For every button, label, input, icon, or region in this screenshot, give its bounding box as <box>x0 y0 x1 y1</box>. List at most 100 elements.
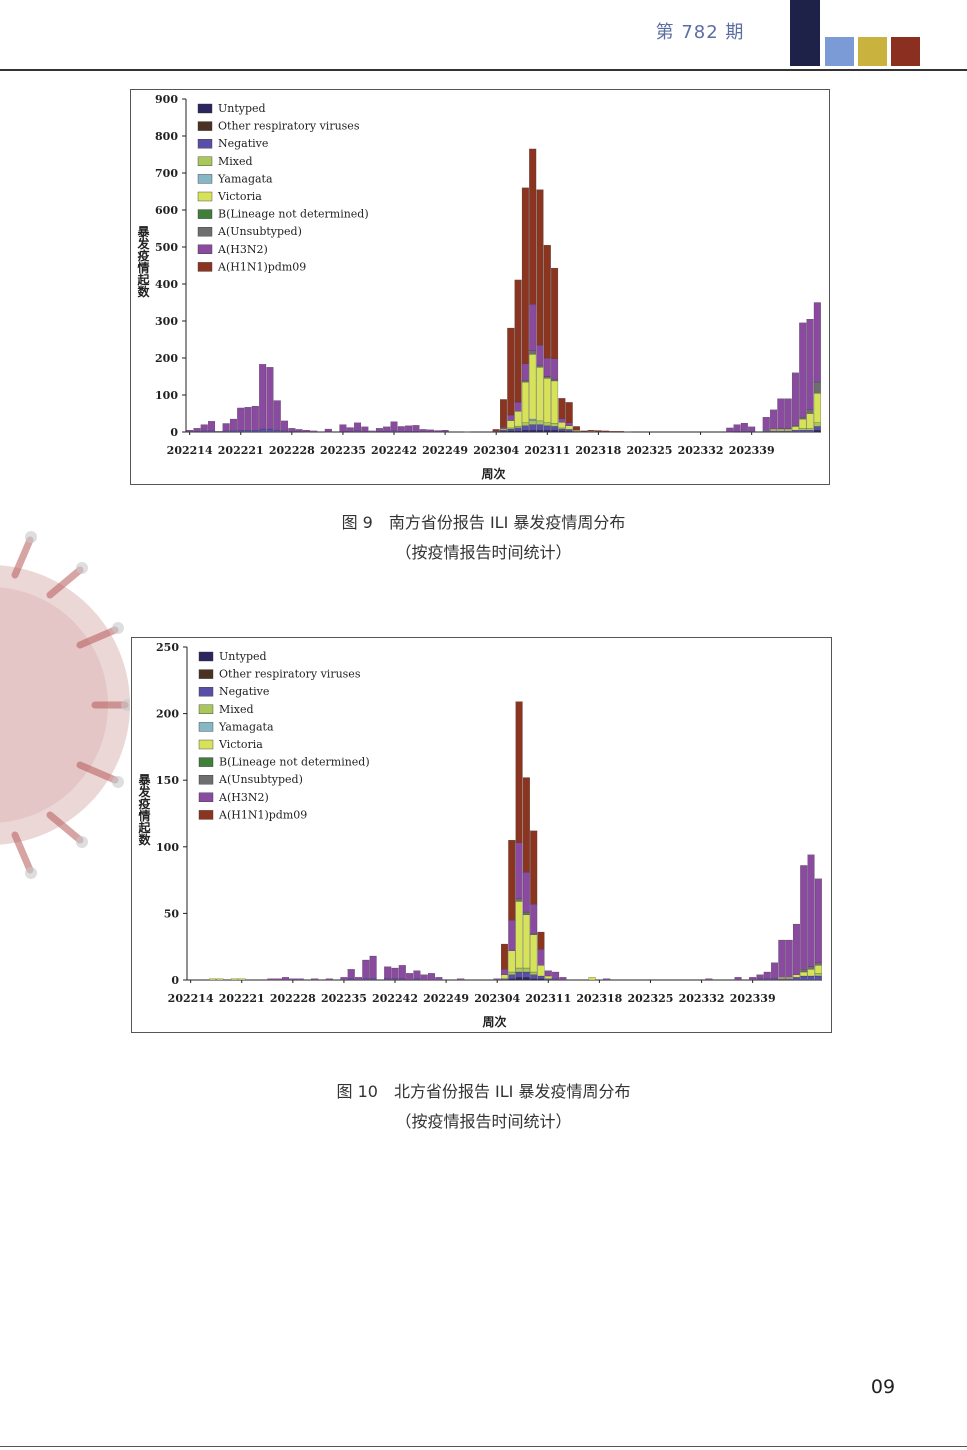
bar-segment <box>251 430 259 433</box>
bar-segment <box>522 971 530 978</box>
bar-segment <box>529 418 537 422</box>
legend-label: Mixed <box>219 703 254 716</box>
legend-swatch <box>198 792 214 803</box>
bar-segment <box>558 428 566 432</box>
bar-segment <box>295 429 303 432</box>
bar-segment <box>273 400 281 431</box>
y-tick-label: 100 <box>155 389 178 402</box>
bar-segment <box>536 189 544 346</box>
bar-segment <box>251 405 259 431</box>
bar-segment <box>325 978 333 981</box>
x-tick-label: 202242 <box>372 992 418 1005</box>
bar-segment <box>362 959 370 979</box>
legend-label: Victoria <box>218 738 263 751</box>
bar-segment <box>799 428 807 431</box>
x-axis-label: 周次 <box>481 466 505 481</box>
bar-segment <box>413 978 421 981</box>
bar-segment <box>522 967 530 973</box>
bar-segment <box>806 319 814 410</box>
bar-segment <box>565 425 573 430</box>
header-color-block-blue <box>825 37 854 66</box>
bar-segment <box>281 430 289 433</box>
bar-segment <box>274 978 282 981</box>
figure-10-chart-svg: 0 50 100 150 200 250 暴发疫情起数 202214 202221 202228 2… <box>137 641 822 1029</box>
bar-segment <box>514 411 522 427</box>
x-tick-label: 202325 <box>628 992 674 1005</box>
bar-segment <box>521 187 529 364</box>
legend-label: A(H3N2) <box>217 243 268 256</box>
bar-segment <box>435 977 443 981</box>
bar-segment <box>778 978 786 981</box>
bar-segment <box>544 978 552 981</box>
bar-segment <box>814 965 822 974</box>
legend-label: A(H3N2) <box>218 791 269 804</box>
bar-segment <box>536 424 544 431</box>
legend-swatch <box>197 103 213 114</box>
bar-segment <box>551 358 559 380</box>
bar-segment <box>814 962 822 966</box>
bar-segment <box>413 970 421 979</box>
issue-number: 第 782 期 <box>655 22 745 43</box>
bar-segment <box>777 430 785 433</box>
bar-segment <box>515 901 523 969</box>
bar-segment <box>266 367 274 430</box>
bar-segment <box>507 414 515 421</box>
bar-segment <box>288 428 296 432</box>
bar-segment <box>543 245 551 359</box>
bar-segment <box>813 381 821 394</box>
bar-segment <box>537 978 545 981</box>
bar-segment <box>603 978 611 981</box>
bar-segment <box>521 422 529 426</box>
bar-segment <box>558 430 566 433</box>
bar-segment <box>763 978 771 981</box>
bar-segment <box>209 978 217 981</box>
bar-segment <box>390 421 398 432</box>
bar-segment <box>740 422 748 432</box>
bar-segment <box>791 430 799 433</box>
bar-segment <box>369 978 377 981</box>
bar-segment <box>267 978 275 981</box>
x-tick-label: 202325 <box>627 444 673 457</box>
bar-segment <box>355 977 363 981</box>
bar-segment <box>398 978 406 981</box>
bar-segment <box>806 409 814 414</box>
bar-segment <box>778 939 786 978</box>
bar-segment <box>530 974 538 979</box>
bar-segment <box>492 429 500 432</box>
figure-9-caption-line1: 图 9 南方省份报告 ILI 暴发疫情周分布 <box>341 513 626 532</box>
x-tick-label: 202235 <box>320 444 366 457</box>
bar-segment <box>813 430 821 433</box>
legend-swatch <box>198 722 214 732</box>
x-tick-label: 202318 <box>576 992 622 1005</box>
legend-label: B(Lineage not determined) <box>218 208 369 221</box>
bar-segment <box>529 430 537 433</box>
legend-label: Negative <box>218 137 268 150</box>
figure-9-caption: 图 9 南方省份报告 ILI 暴发疫情周分布 （按疫情报告时间统计） <box>180 508 787 568</box>
header-color-block-red <box>891 37 920 66</box>
bar-segment <box>537 975 545 979</box>
bar-segment <box>558 398 566 419</box>
bar-segment <box>529 350 537 355</box>
bar-segment <box>457 978 465 981</box>
bar-segment <box>346 427 354 432</box>
bar-segment <box>361 426 369 432</box>
bar-segment <box>551 267 559 359</box>
bar-segment <box>602 430 610 432</box>
bar-segment <box>428 973 435 981</box>
bar-segment <box>806 428 814 431</box>
bar-segment <box>259 364 267 430</box>
bar-segment <box>508 971 516 975</box>
bar-segment <box>777 428 785 432</box>
x-tick-label: 202304 <box>474 992 520 1005</box>
x-tick-label: 202304 <box>473 444 519 457</box>
bar-segment <box>806 430 814 433</box>
bar-segment <box>785 978 793 981</box>
legend-swatch <box>197 156 213 167</box>
bar-segment <box>501 974 508 979</box>
bar-segment <box>193 428 201 432</box>
legend-label: Other respiratory viruses <box>219 668 361 681</box>
legend-swatch <box>197 244 213 255</box>
figure-10-caption: 图 10 北方省份报告 ILI 暴发疫情周分布 （按疫情报告时间统计） <box>180 1077 787 1137</box>
x-tick-label: 202249 <box>423 992 469 1005</box>
bar-segment <box>463 431 471 433</box>
